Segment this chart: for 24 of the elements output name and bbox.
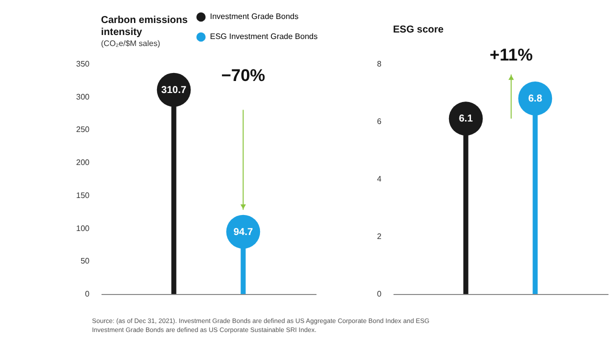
chart-title: Carbon emissions intensity — [101, 15, 188, 38]
chart-title: ESG score — [393, 24, 444, 36]
y-tick-label: 350 — [76, 60, 90, 68]
y-tick-label: 0 — [377, 290, 382, 298]
data-label: 6.1 — [458, 114, 474, 125]
y-tick-label: 150 — [76, 190, 90, 200]
y-tick-label: 2 — [377, 232, 382, 241]
y-tick-label: 6 — [377, 117, 382, 126]
annotation: −70% — [221, 66, 266, 85]
data-label: 6.8 — [528, 94, 543, 104]
data-label: 310.7 — [161, 84, 187, 96]
y-tick-label: 200 — [76, 158, 90, 168]
y-tick-label: 8 — [377, 60, 382, 68]
chart-subtitle: (CO₂e/$M sales) — [101, 39, 160, 48]
y-tick-label: 50 — [80, 256, 90, 266]
annotation: +11% — [490, 46, 533, 64]
y-tick-label: 250 — [76, 125, 90, 134]
y-tick-label: 0 — [85, 290, 90, 298]
y-tick-label: 300 — [76, 92, 90, 102]
data-label: 94.7 — [233, 226, 254, 238]
y-tick-label: 100 — [76, 224, 90, 233]
legend-label: ESG Investment Grade Bonds — [210, 32, 318, 41]
y-tick-label: 4 — [377, 174, 382, 184]
legend-label: Investment Grade Bonds — [210, 12, 298, 21]
